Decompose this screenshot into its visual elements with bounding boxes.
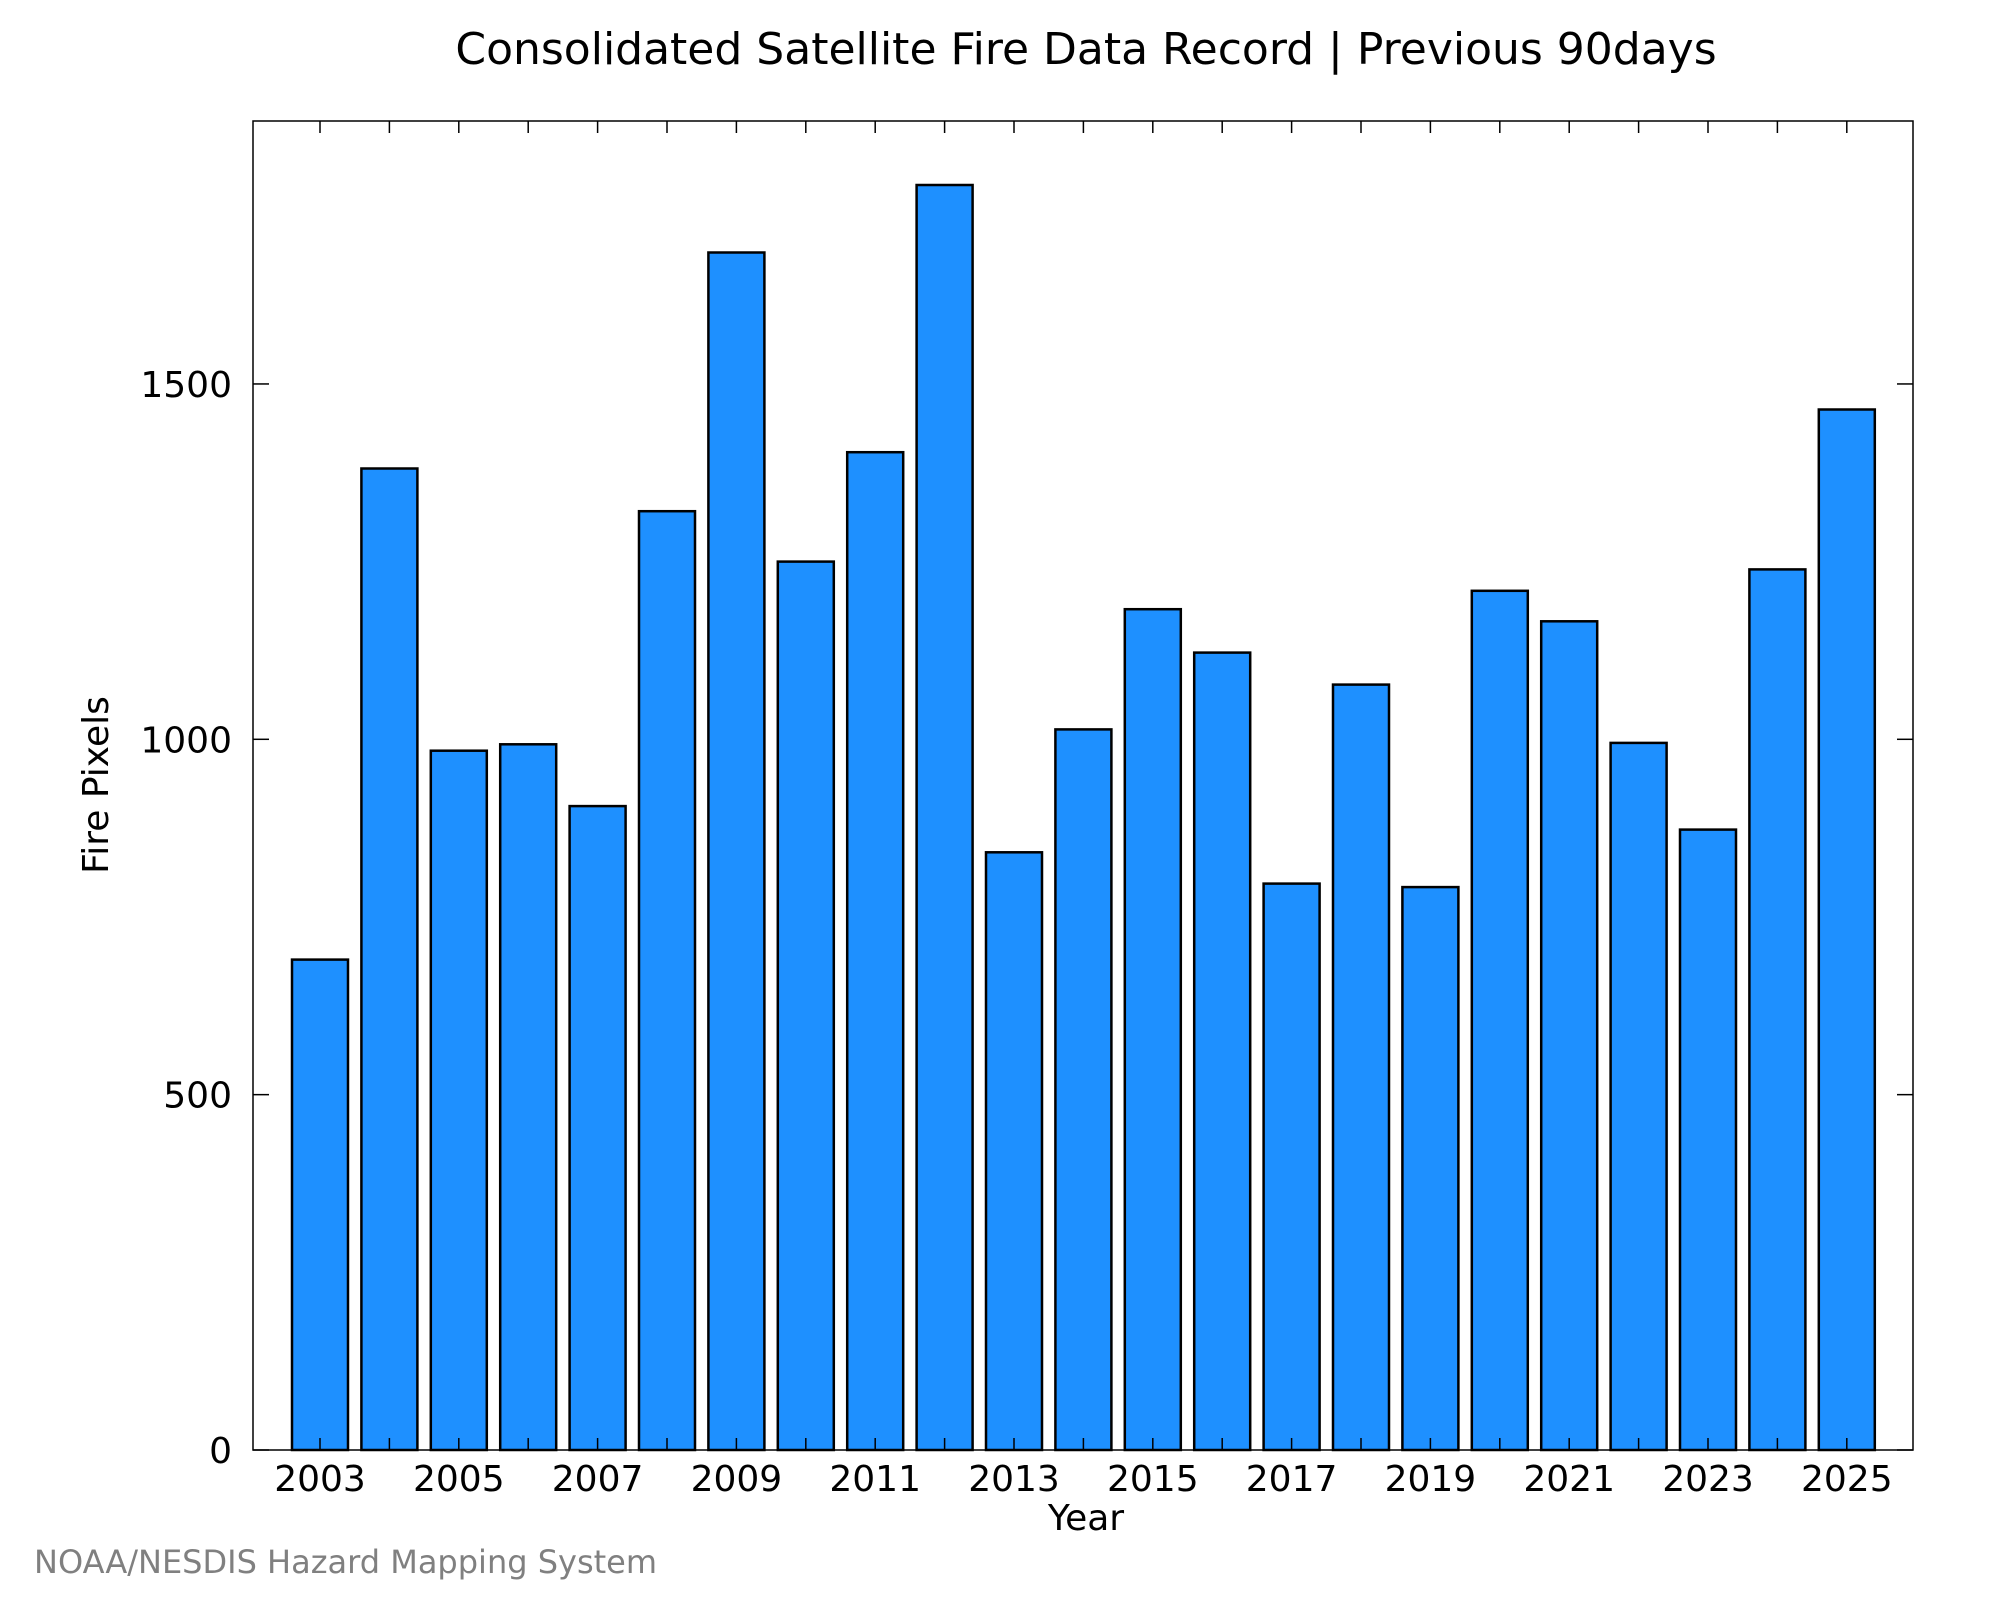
x-tick-label: 2025 [1801,1459,1893,1500]
bar-2010 [776,560,836,1452]
y-tick-label: 0 [209,1431,232,1472]
bar-2017 [1262,882,1321,1452]
bar-2023 [1678,828,1738,1452]
bar-2007 [568,804,627,1452]
x-tick-label: 2019 [1385,1459,1477,1500]
x-tick-label: 2009 [691,1459,783,1500]
bar-2021 [1539,620,1599,1452]
bar-2018 [1331,683,1391,1452]
bar-2003 [290,958,350,1452]
x-axis-label: Year [1047,1498,1124,1539]
bar-2008 [637,509,697,1452]
bar-2015 [1123,607,1183,1452]
bar-2011 [845,450,905,1452]
y-tick-label: 1500 [140,365,232,406]
x-tick-label: 2013 [968,1459,1060,1500]
bars-layer [290,183,1877,1452]
bar-2020 [1470,589,1530,1452]
bar-2022 [1609,741,1668,1452]
x-tick-label: 2021 [1523,1459,1615,1500]
y-axis-label: Fire Pixels [76,696,117,874]
y-tick-label: 500 [163,1076,232,1117]
bar-2024 [1748,568,1807,1452]
bar-2005 [429,749,489,1452]
bar-2009 [707,251,766,1452]
bar-2016 [1192,651,1252,1452]
bar-2019 [1401,885,1460,1452]
x-tick-label: 2023 [1662,1459,1754,1500]
x-tick-label: 2007 [552,1459,644,1500]
y-tick-label: 1000 [140,720,232,761]
x-tick-label: 2015 [1107,1459,1199,1500]
credit-text: NOAA/NESDIS Hazard Mapping System [34,1543,657,1581]
x-tick-label: 2017 [1246,1459,1338,1500]
x-tick-label: 2011 [829,1459,921,1500]
x-tick-label: 2005 [413,1459,505,1500]
bar-2014 [1054,728,1113,1452]
x-tick-label: 2003 [274,1459,366,1500]
chart-title: Consolidated Satellite Fire Data Record … [455,24,1716,75]
bar-2013 [984,851,1044,1452]
bar-2025 [1817,408,1877,1452]
axes-layer: 2003 2005 2007 2009 2011 2013 2015 2017 2019 2021… [140,120,1914,1500]
bar-2004 [360,467,419,1452]
bar-2006 [498,743,558,1452]
bar-2012 [915,183,974,1452]
